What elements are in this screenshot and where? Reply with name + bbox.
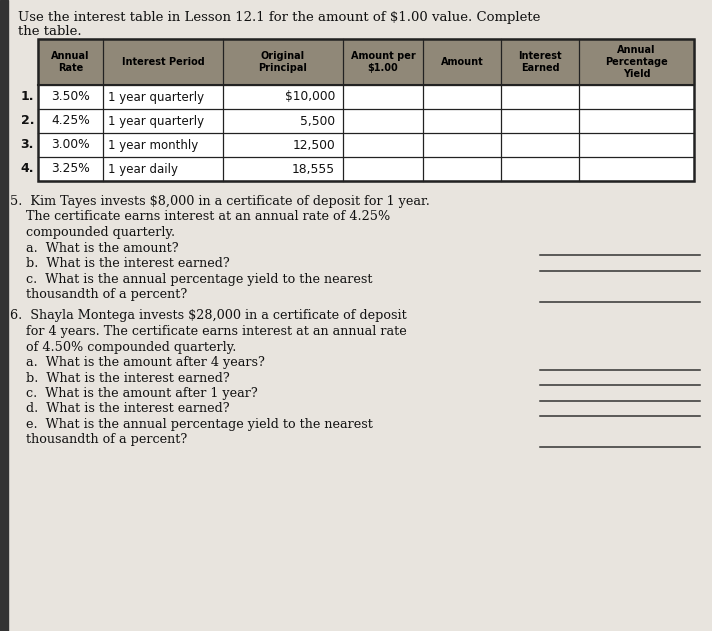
Text: a.  What is the amount after 4 years?: a. What is the amount after 4 years? [26, 356, 265, 369]
Text: c.  What is the amount after 1 year?: c. What is the amount after 1 year? [26, 387, 258, 400]
Text: e.  What is the annual percentage yield to the nearest: e. What is the annual percentage yield t… [26, 418, 373, 431]
Text: 1.: 1. [21, 90, 34, 103]
Text: for 4 years. The certificate earns interest at an annual rate: for 4 years. The certificate earns inter… [26, 325, 407, 338]
Text: Interest
Earned: Interest Earned [518, 51, 562, 73]
Text: 2.: 2. [21, 114, 34, 127]
Text: 12,500: 12,500 [292, 138, 335, 151]
Bar [38, 85, 694, 109]
Text: 1 year daily: 1 year daily [108, 163, 178, 175]
Bar [38, 39, 694, 85]
Text: 4.: 4. [21, 163, 34, 175]
Text: 5.  Kim Tayes invests $8,000 in a certificate of deposit for 1 year.: 5. Kim Tayes invests $8,000 in a certifi… [10, 195, 430, 208]
Text: Interest Period: Interest Period [122, 57, 204, 67]
Text: 18,555: 18,555 [292, 163, 335, 175]
Text: 1 year monthly: 1 year monthly [108, 138, 198, 151]
Text: b.  What is the interest earned?: b. What is the interest earned? [26, 257, 230, 270]
Text: 1 year quarterly: 1 year quarterly [108, 114, 204, 127]
Text: 5,500: 5,500 [300, 114, 335, 127]
Bar [38, 157, 694, 181]
Text: $10,000: $10,000 [285, 90, 335, 103]
Text: the table.: the table. [18, 25, 82, 38]
Text: 3.00%: 3.00% [51, 138, 90, 151]
Text: Annual
Rate: Annual Rate [51, 51, 90, 73]
Text: 4.25%: 4.25% [51, 114, 90, 127]
Bar [0, 0, 8, 631]
Text: 6.  Shayla Montega invests $28,000 in a certificate of deposit: 6. Shayla Montega invests $28,000 in a c… [10, 309, 407, 322]
Text: d.  What is the interest earned?: d. What is the interest earned? [26, 403, 230, 415]
Bar [38, 39, 694, 181]
Text: compounded quarterly.: compounded quarterly. [26, 226, 175, 239]
Text: 3.: 3. [21, 138, 34, 151]
Text: Amount: Amount [441, 57, 483, 67]
Text: thousandth of a percent?: thousandth of a percent? [26, 288, 187, 301]
Text: c.  What is the annual percentage yield to the nearest: c. What is the annual percentage yield t… [26, 273, 372, 285]
Text: thousandth of a percent?: thousandth of a percent? [26, 433, 187, 447]
Text: of 4.50% compounded quarterly.: of 4.50% compounded quarterly. [26, 341, 236, 353]
Text: 1 year quarterly: 1 year quarterly [108, 90, 204, 103]
Text: The certificate earns interest at an annual rate of 4.25%: The certificate earns interest at an ann… [26, 211, 390, 223]
Text: 3.25%: 3.25% [51, 163, 90, 175]
Text: Amount per
$1.00: Amount per $1.00 [350, 51, 415, 73]
Text: Use the interest table in Lesson 12.1 for the amount of $1.00 value. Complete: Use the interest table in Lesson 12.1 fo… [18, 11, 540, 24]
Text: a.  What is the amount?: a. What is the amount? [26, 242, 179, 254]
Text: Annual
Percentage
Yield: Annual Percentage Yield [605, 45, 668, 80]
Text: b.  What is the interest earned?: b. What is the interest earned? [26, 372, 230, 384]
Bar [38, 133, 694, 157]
Text: 3.50%: 3.50% [51, 90, 90, 103]
Text: Original
Principal: Original Principal [258, 51, 308, 73]
Bar [38, 109, 694, 133]
